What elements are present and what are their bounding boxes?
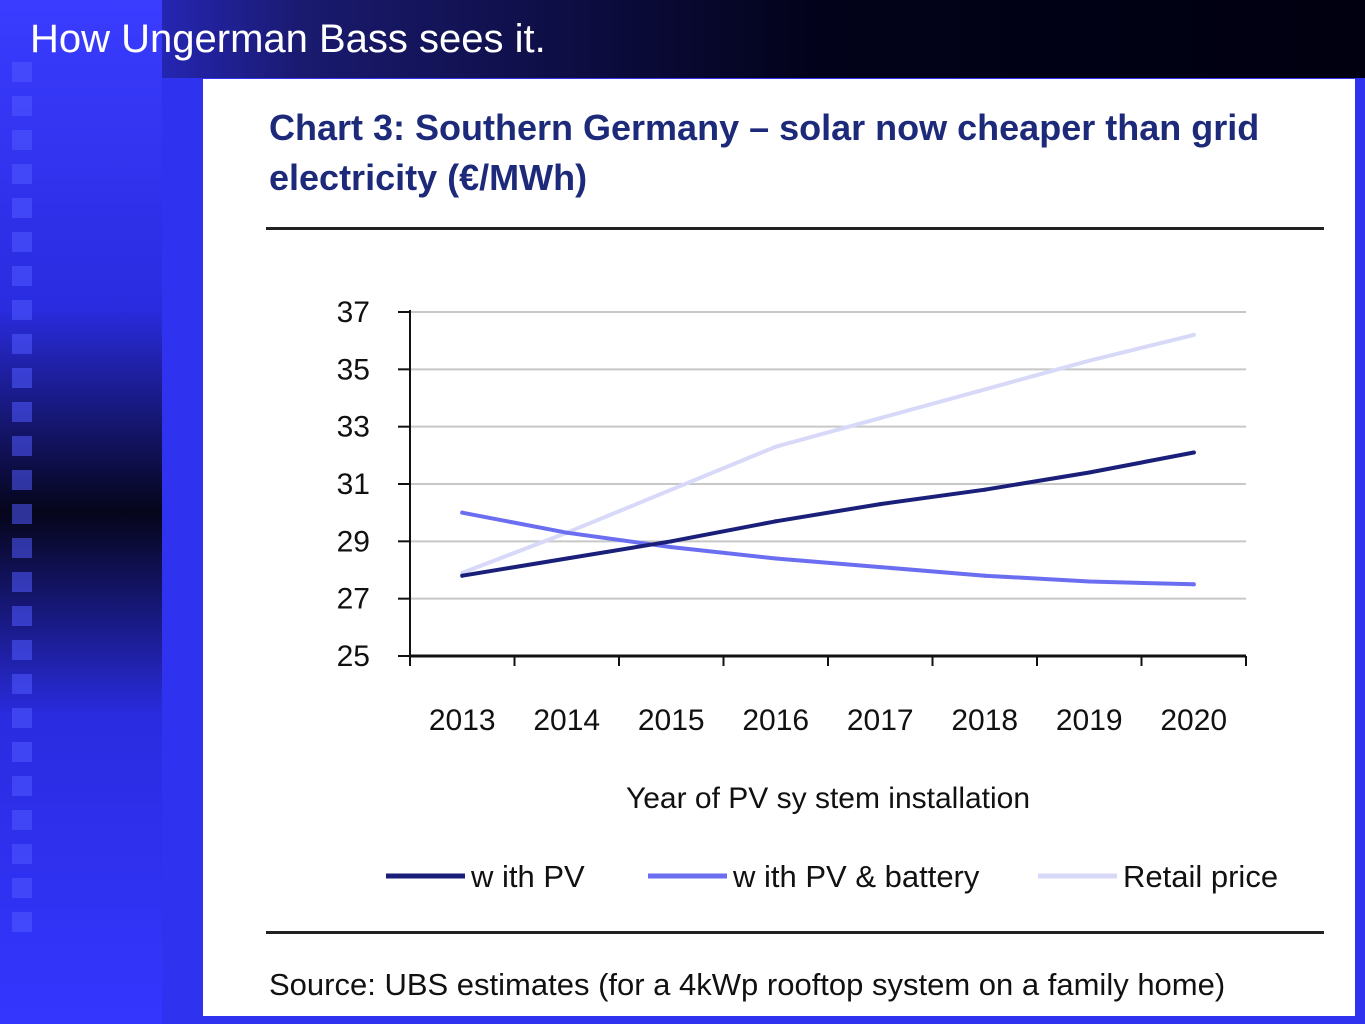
x-axis-title: Year of PV sy stem installation xyxy=(626,782,1030,815)
y-tick-label: 29 xyxy=(337,525,370,558)
data-point xyxy=(460,510,465,515)
slide-header-band xyxy=(0,0,1365,78)
x-tick-label: 2015 xyxy=(638,704,705,737)
data-point xyxy=(982,573,987,578)
legend-label: w ith PV & battery xyxy=(732,859,980,894)
data-point xyxy=(669,545,674,550)
data-point xyxy=(773,444,778,449)
x-tick-label: 2019 xyxy=(1056,704,1123,737)
source-note: Source: UBS estimates (for a 4kWp roofto… xyxy=(269,967,1226,1002)
y-tick-label: 35 xyxy=(337,353,370,386)
y-tick-label: 31 xyxy=(337,468,370,501)
data-point xyxy=(669,539,674,544)
data-point xyxy=(878,416,883,421)
x-tick-label: 2017 xyxy=(847,704,914,737)
series-line-2 xyxy=(460,332,1196,575)
data-point xyxy=(460,573,465,578)
y-tick-label: 25 xyxy=(337,640,370,673)
source-divider xyxy=(266,931,1324,934)
decorative-squares xyxy=(12,62,36,946)
data-point xyxy=(982,487,987,492)
data-point xyxy=(1087,579,1092,584)
data-point xyxy=(1191,332,1196,337)
title-divider xyxy=(266,227,1324,230)
data-point xyxy=(1191,450,1196,455)
y-tick-label: 33 xyxy=(337,411,370,444)
x-tick-label: 2020 xyxy=(1160,704,1227,737)
x-tick-label: 2016 xyxy=(742,704,809,737)
data-point xyxy=(564,530,569,535)
data-point xyxy=(982,387,987,392)
x-tick-label: 2013 xyxy=(429,704,496,737)
data-point xyxy=(773,556,778,561)
data-point xyxy=(1087,470,1092,475)
y-tick-label: 27 xyxy=(337,583,370,616)
data-point xyxy=(773,519,778,524)
legend-label: Retail price xyxy=(1123,859,1278,894)
data-point xyxy=(669,487,674,492)
slide-title: How Ungerman Bass sees it. xyxy=(30,17,546,61)
data-point xyxy=(878,565,883,570)
data-point xyxy=(1087,358,1092,363)
x-tick-label: 2018 xyxy=(951,704,1018,737)
chart-title: Chart 3: Southern Germany – solar now ch… xyxy=(269,107,1260,198)
series-line-0 xyxy=(460,450,1196,578)
x-tick-label: 2014 xyxy=(533,704,600,737)
legend-label: w ith PV xyxy=(470,859,585,894)
line-chart: 25 27 29 31 33 35 37 2013 2014 2015 2016 2017 2018 20… xyxy=(337,296,1278,894)
data-point xyxy=(878,502,883,507)
chart-card: Chart 3: Southern Germany – solar now ch… xyxy=(203,79,1355,1016)
data-point xyxy=(564,556,569,561)
y-tick-label: 37 xyxy=(337,296,370,329)
data-point xyxy=(1191,582,1196,587)
series-line-1 xyxy=(460,510,1196,587)
slide-left-band xyxy=(0,0,162,1024)
